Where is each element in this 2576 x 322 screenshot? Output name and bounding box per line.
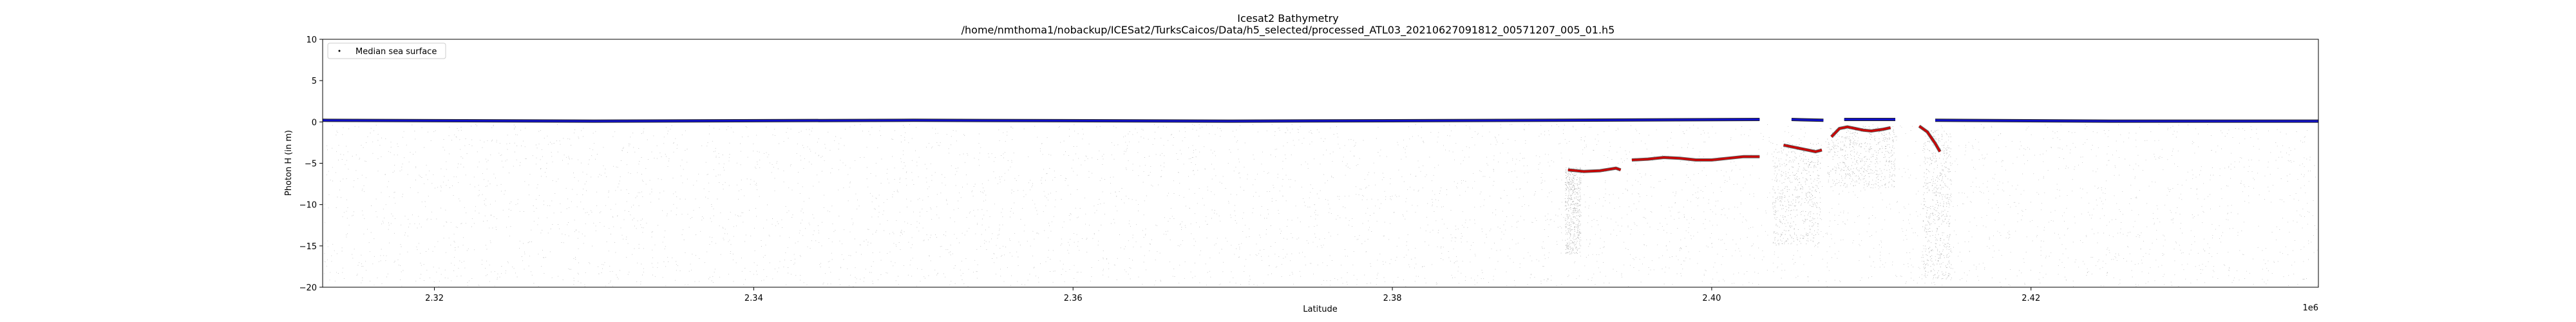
axes: 2.32 2.34 2.36 2.38 2.40 2.42 10 5 0 −5 −10 −15 −20 [299, 35, 2319, 303]
median-sea-surface-segment [1935, 119, 2318, 122]
dense-photons [1564, 126, 1952, 279]
y-tick-label: 5 [312, 77, 317, 86]
x-tick-label: 2.36 [1064, 294, 1083, 303]
legend-marker [338, 50, 341, 52]
x-axis-offset-label: 1e6 [2302, 303, 2318, 313]
chart-title: Icesat2 Bathymetry [1237, 12, 1338, 24]
x-tick-label: 2.40 [1702, 294, 1721, 303]
y-tick-label: 0 [312, 118, 317, 128]
legend: Median sea surface [327, 43, 446, 59]
seafloor-segment [1918, 125, 1941, 153]
legend-label: Median sea surface [355, 47, 437, 57]
legend-box [327, 43, 446, 59]
median-sea-surface-segment [322, 118, 1760, 122]
y-tick-label: 10 [306, 35, 317, 45]
photon-noise [324, 124, 2318, 287]
seafloor-segment [1830, 126, 1891, 138]
plot-background [323, 39, 2318, 287]
x-axis-label: Latitude [1303, 305, 1338, 314]
x-tick-label: 2.32 [425, 294, 444, 303]
y-tick-label: −20 [299, 283, 317, 293]
seafloor-segment [1567, 167, 1622, 173]
plot-area [323, 39, 2318, 287]
series-layer [322, 118, 2318, 173]
x-tick-label: 2.42 [2022, 294, 2040, 303]
y-tick-label: −10 [299, 201, 317, 211]
seafloor-segment [1631, 155, 1760, 161]
x-tick-label: 2.38 [1383, 294, 1402, 303]
y-tick-label: −15 [299, 242, 317, 252]
chart-subtitle: /home/nmthoma1/nobackup/ICESat2/TurksCai… [961, 24, 1615, 37]
noise-photons [324, 124, 2318, 287]
seafloor-segment [1783, 144, 1823, 153]
y-tick-label: −5 [305, 160, 317, 169]
y-axis-label: Photon H (in m) [284, 130, 294, 196]
x-tick-label: 2.34 [744, 294, 763, 303]
